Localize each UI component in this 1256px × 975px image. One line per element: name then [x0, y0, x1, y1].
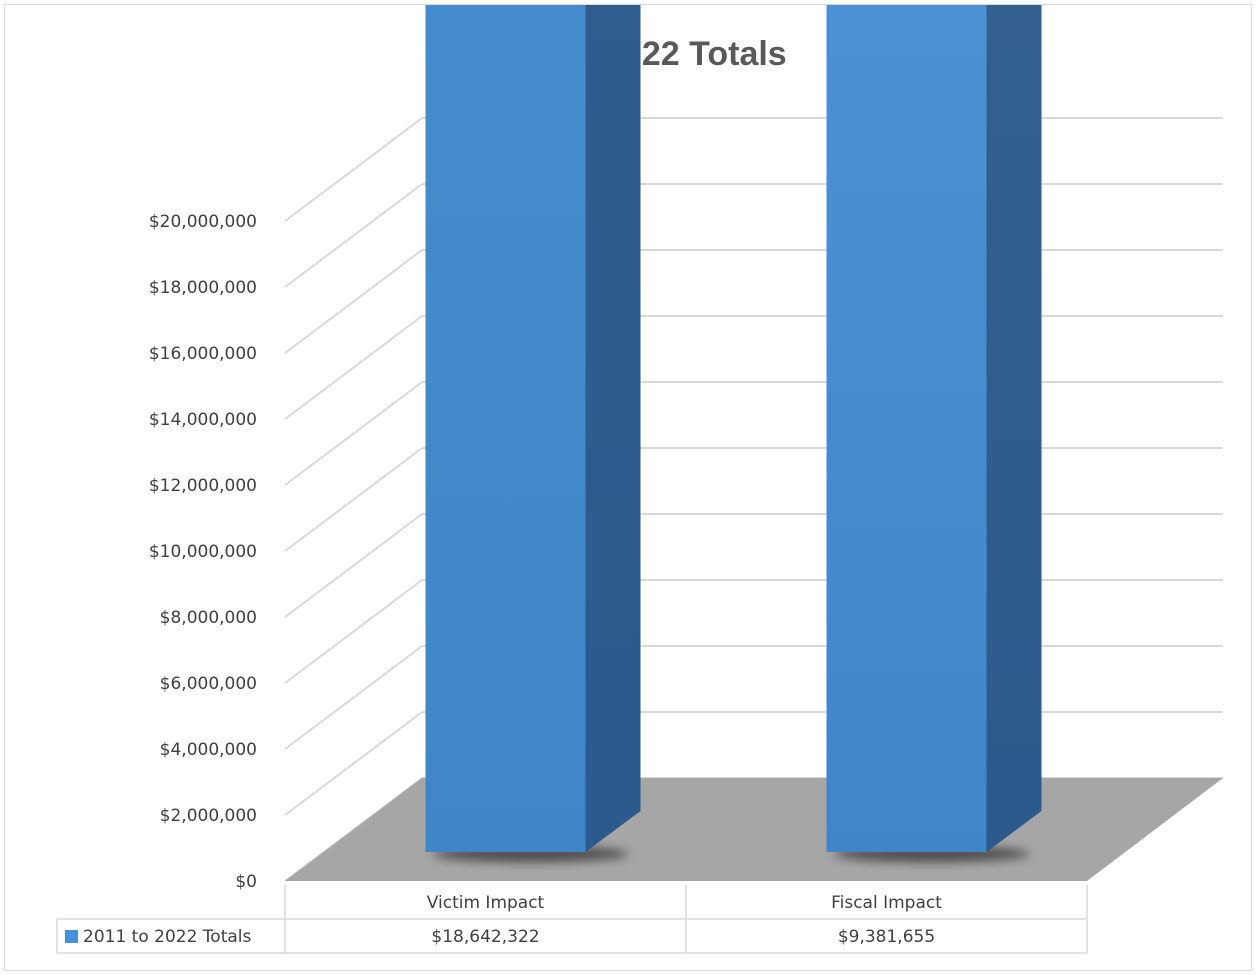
chart-svg: 2011 to 2022 Totals $18,642,322 $9,381,65…: [56, 5, 1223, 954]
gridline-side: [284, 513, 423, 618]
y-tick-label: $14,000,000: [149, 410, 257, 430]
y-tick-label: $8,000,000: [160, 608, 257, 628]
y-tick-label: $20,000,000: [149, 212, 257, 232]
bars-layer: [425, 5, 1042, 862]
bar-front: [425, 5, 586, 852]
gridline-side: [284, 711, 423, 816]
bar-1: [425, 5, 641, 862]
gridline-side: [284, 315, 423, 420]
y-tick-label: $10,000,000: [149, 542, 257, 562]
y-tick-label: $0: [235, 872, 257, 892]
bar-2: [826, 5, 1042, 862]
bar-front: [826, 5, 987, 852]
gridline-side: [284, 645, 423, 750]
y-tick-label: $12,000,000: [149, 476, 257, 496]
gridline-side: [284, 249, 423, 354]
table-value: $9,381,655: [838, 927, 935, 947]
y-tick-label: $4,000,000: [160, 740, 257, 760]
chart-frame: 2011 to 2022 Totals $18,642,322 $9,381,65…: [4, 4, 1252, 971]
gridline-side: [284, 579, 423, 684]
y-tick-label: $2,000,000: [160, 806, 257, 826]
gridline-side: [284, 117, 423, 222]
legend-key-icon: [65, 930, 78, 943]
gridline-side: [284, 381, 423, 486]
category-label: Fiscal Impact: [831, 893, 942, 913]
data-table: Victim Impact $18,642,322 Fiscal Impact $9,…: [56, 885, 1088, 954]
y-tick-label: $16,000,000: [149, 344, 257, 364]
y-tick-label: $6,000,000: [160, 674, 257, 694]
legend-series-name: 2011 to 2022 Totals: [83, 927, 252, 947]
axis-layer: $0 $2,000,000 $4,000,000 $6,000,000 $8,000,0…: [149, 212, 257, 892]
table-value: $18,642,322: [431, 927, 539, 947]
bar-side: [986, 5, 1042, 852]
y-tick-label: $18,000,000: [149, 278, 257, 298]
gridline-side: [284, 447, 423, 552]
category-label: Victim Impact: [427, 893, 545, 913]
bar-side: [585, 5, 641, 852]
gridline-side: [284, 183, 423, 288]
